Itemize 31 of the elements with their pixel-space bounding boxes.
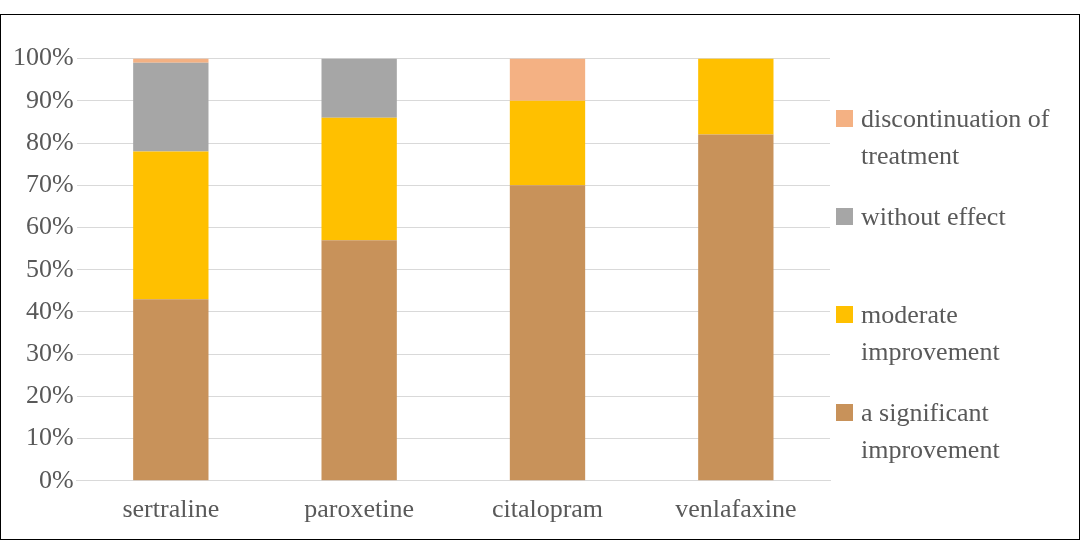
bar [321,117,397,241]
y-tick-label: 10% [25,422,74,452]
bar [133,299,209,481]
y-tick-label: 60% [25,211,74,241]
bar [698,134,774,481]
y-tick-label: 20% [25,380,74,410]
x-tick-label: citalopram [491,494,604,524]
y-tick-label: 80% [25,126,74,156]
legend-label: discontinuation of treatment [861,103,1051,172]
legend-label: a significant improvement [861,397,1001,466]
x-tick-label: paroxetine [304,494,415,524]
x-tick-label: sertraline [122,494,220,524]
bar [509,185,586,481]
bar [321,240,397,481]
legend-label: moderate improvement [861,299,1001,368]
y-tick-label: 100% [12,42,74,72]
y-tick-label: 90% [25,84,74,114]
y-tick-label: 70% [25,169,74,199]
y-tick-label: 40% [25,295,74,325]
y-tick-label: 30% [25,337,74,367]
bar [321,58,397,118]
legend-label: without effect [861,201,1006,233]
x-tick-label: venlafaxine [675,494,797,524]
y-tick-label: 0% [38,464,74,494]
bar [133,58,209,63]
bar [133,62,209,152]
bar [509,100,586,186]
bar [509,58,586,101]
bar [698,58,774,135]
bar [133,151,209,300]
y-tick-label: 50% [25,253,74,283]
